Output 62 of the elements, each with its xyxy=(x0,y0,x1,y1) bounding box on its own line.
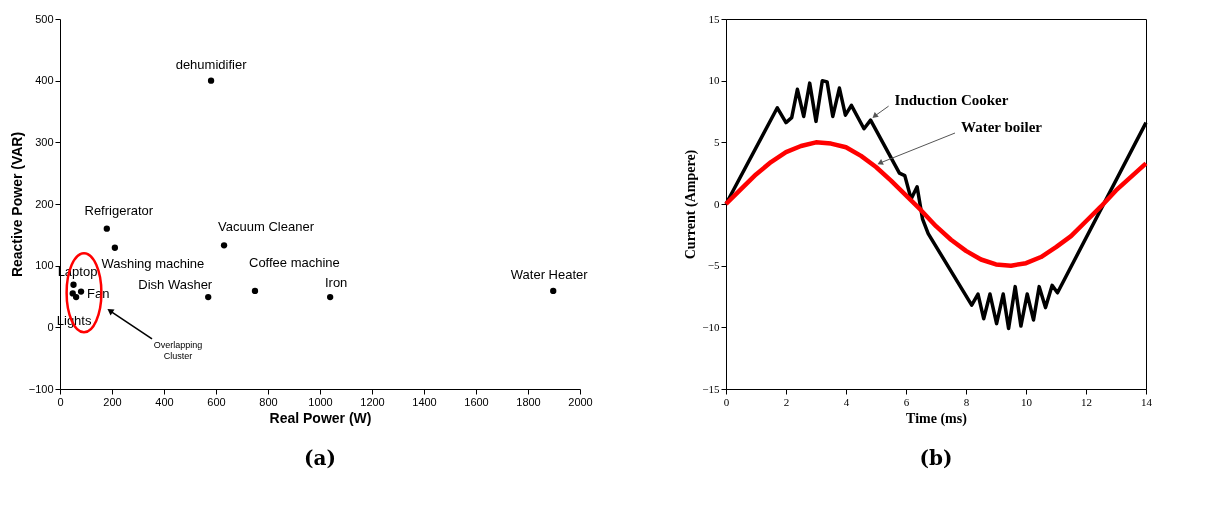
x-tick-label: 1000 xyxy=(308,395,333,408)
x-tick-label: 1600 xyxy=(464,395,489,408)
text: (b) xyxy=(919,446,953,470)
y-tick-label: 100 xyxy=(35,259,54,272)
annotation: Refrigerator xyxy=(84,202,154,218)
x-tick-label: 12 xyxy=(1081,395,1092,408)
y-tick-label: 0 xyxy=(47,320,54,333)
y-tick-label: −100 xyxy=(28,382,54,395)
annotation: dehumidifier xyxy=(175,56,248,72)
y-tick-label: 15 xyxy=(708,12,720,25)
point xyxy=(205,293,212,301)
x-tick-label: 10 xyxy=(1021,395,1033,408)
x-axis-title: Time (ms) xyxy=(906,410,968,427)
x-tick-label: 200 xyxy=(103,395,122,408)
point xyxy=(103,225,110,232)
annotation: Iron xyxy=(324,275,348,291)
point xyxy=(220,242,228,249)
y-axis-title: Current (Ampere) xyxy=(683,149,700,260)
y-tick-label: 10 xyxy=(708,74,720,87)
x-tick-label: 800 xyxy=(259,395,278,408)
x-tick-label: 1200 xyxy=(360,395,385,408)
x-tick-label: 1400 xyxy=(412,395,437,408)
annotation: Coffee machine xyxy=(249,254,340,270)
x-tick-label: 2 xyxy=(783,395,790,408)
point xyxy=(326,293,334,301)
x-tick-label: 2000 xyxy=(568,395,593,408)
point xyxy=(207,77,215,84)
text: Water boiler xyxy=(961,119,1043,135)
text: (a) xyxy=(304,446,336,470)
y-tick-label: 200 xyxy=(35,197,54,210)
x-tick-label: 1800 xyxy=(516,395,541,408)
x-tick-label: 0 xyxy=(57,395,64,408)
line-series xyxy=(723,140,1149,268)
x-tick-label: 4 xyxy=(843,395,850,408)
x-axis-title: Real Power (W) xyxy=(269,409,372,426)
y-tick-label: 400 xyxy=(35,74,54,87)
y-axis-title: Reactive Power (VAR) xyxy=(8,131,25,278)
point xyxy=(77,288,85,295)
y-tick-label: −15 xyxy=(702,382,720,395)
point xyxy=(251,287,259,295)
annotation: Dish Washer xyxy=(138,277,213,293)
annotation: Vacuum Cleaner xyxy=(218,219,315,235)
y-tick-label: 500 xyxy=(35,12,54,25)
y-tick-label: 300 xyxy=(35,135,54,148)
x-tick-label: 600 xyxy=(207,395,226,408)
annotation: Washing machine xyxy=(101,255,205,271)
x-tick-label: 400 xyxy=(155,395,174,408)
point xyxy=(111,244,119,251)
y-tick-label: −10 xyxy=(702,320,720,333)
y-tick-label: 0 xyxy=(714,197,720,210)
point xyxy=(550,287,557,295)
x-tick-label: 0 xyxy=(723,395,730,408)
x-tick-label: 6 xyxy=(903,395,910,408)
x-tick-label: 14 xyxy=(1141,395,1153,408)
annotation: Water Heater xyxy=(510,266,589,282)
point xyxy=(70,281,77,288)
annotation: Overlapping Cluster xyxy=(153,339,203,361)
y-tick-label: −5 xyxy=(707,259,720,272)
point xyxy=(72,293,80,301)
x-tick-label: 8 xyxy=(963,395,970,408)
y-tick-label: 5 xyxy=(714,135,720,148)
series-label: Induction Cooker xyxy=(894,92,1009,109)
